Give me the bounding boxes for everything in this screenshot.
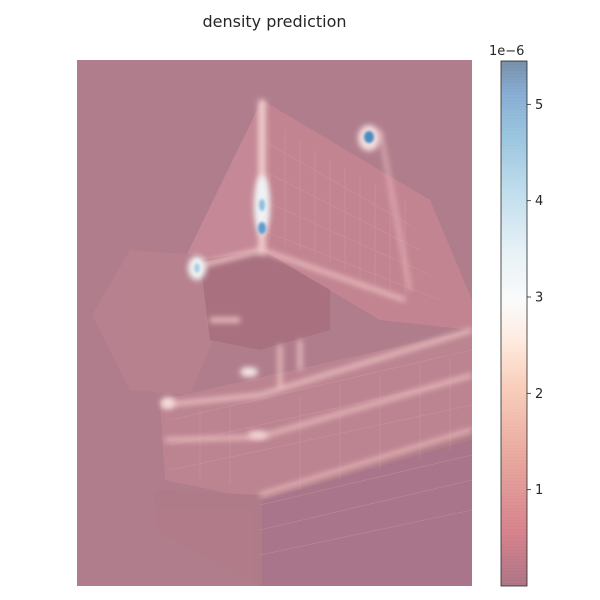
chart-title: density prediction [202,12,346,31]
hotspot-lower-glow [248,431,268,439]
colorbar: 1e−6 1 2 3 4 5 [489,44,543,587]
colorbar-ticks: 1 2 3 4 5 [527,98,543,498]
hotspot-left-balcony-core [194,263,200,273]
hotspot-edge-lower-core [258,222,266,234]
colorbar-tick-label: 3 [535,291,543,306]
colorbar-tick-label: 4 [535,194,543,209]
colorbar-offset-label: 1e−6 [489,44,524,59]
colorbar-tick-label: 5 [535,98,543,113]
hotspot-lower-left [161,397,175,409]
hotspot-center-small [240,367,258,377]
colorbar-stripes [501,62,527,586]
hotspot-edge-upper-core [259,199,265,211]
hotspot-top-right-core [364,131,374,143]
hotspots [161,125,380,439]
colorbar-gradient [501,61,527,586]
colorbar-tick-label: 1 [535,483,543,498]
heatmap-image [77,60,472,586]
colorbar-frame [500,60,528,587]
colorbar-tick-label: 2 [535,387,543,402]
building-silhouette [92,100,472,586]
window-grid [169,120,472,556]
